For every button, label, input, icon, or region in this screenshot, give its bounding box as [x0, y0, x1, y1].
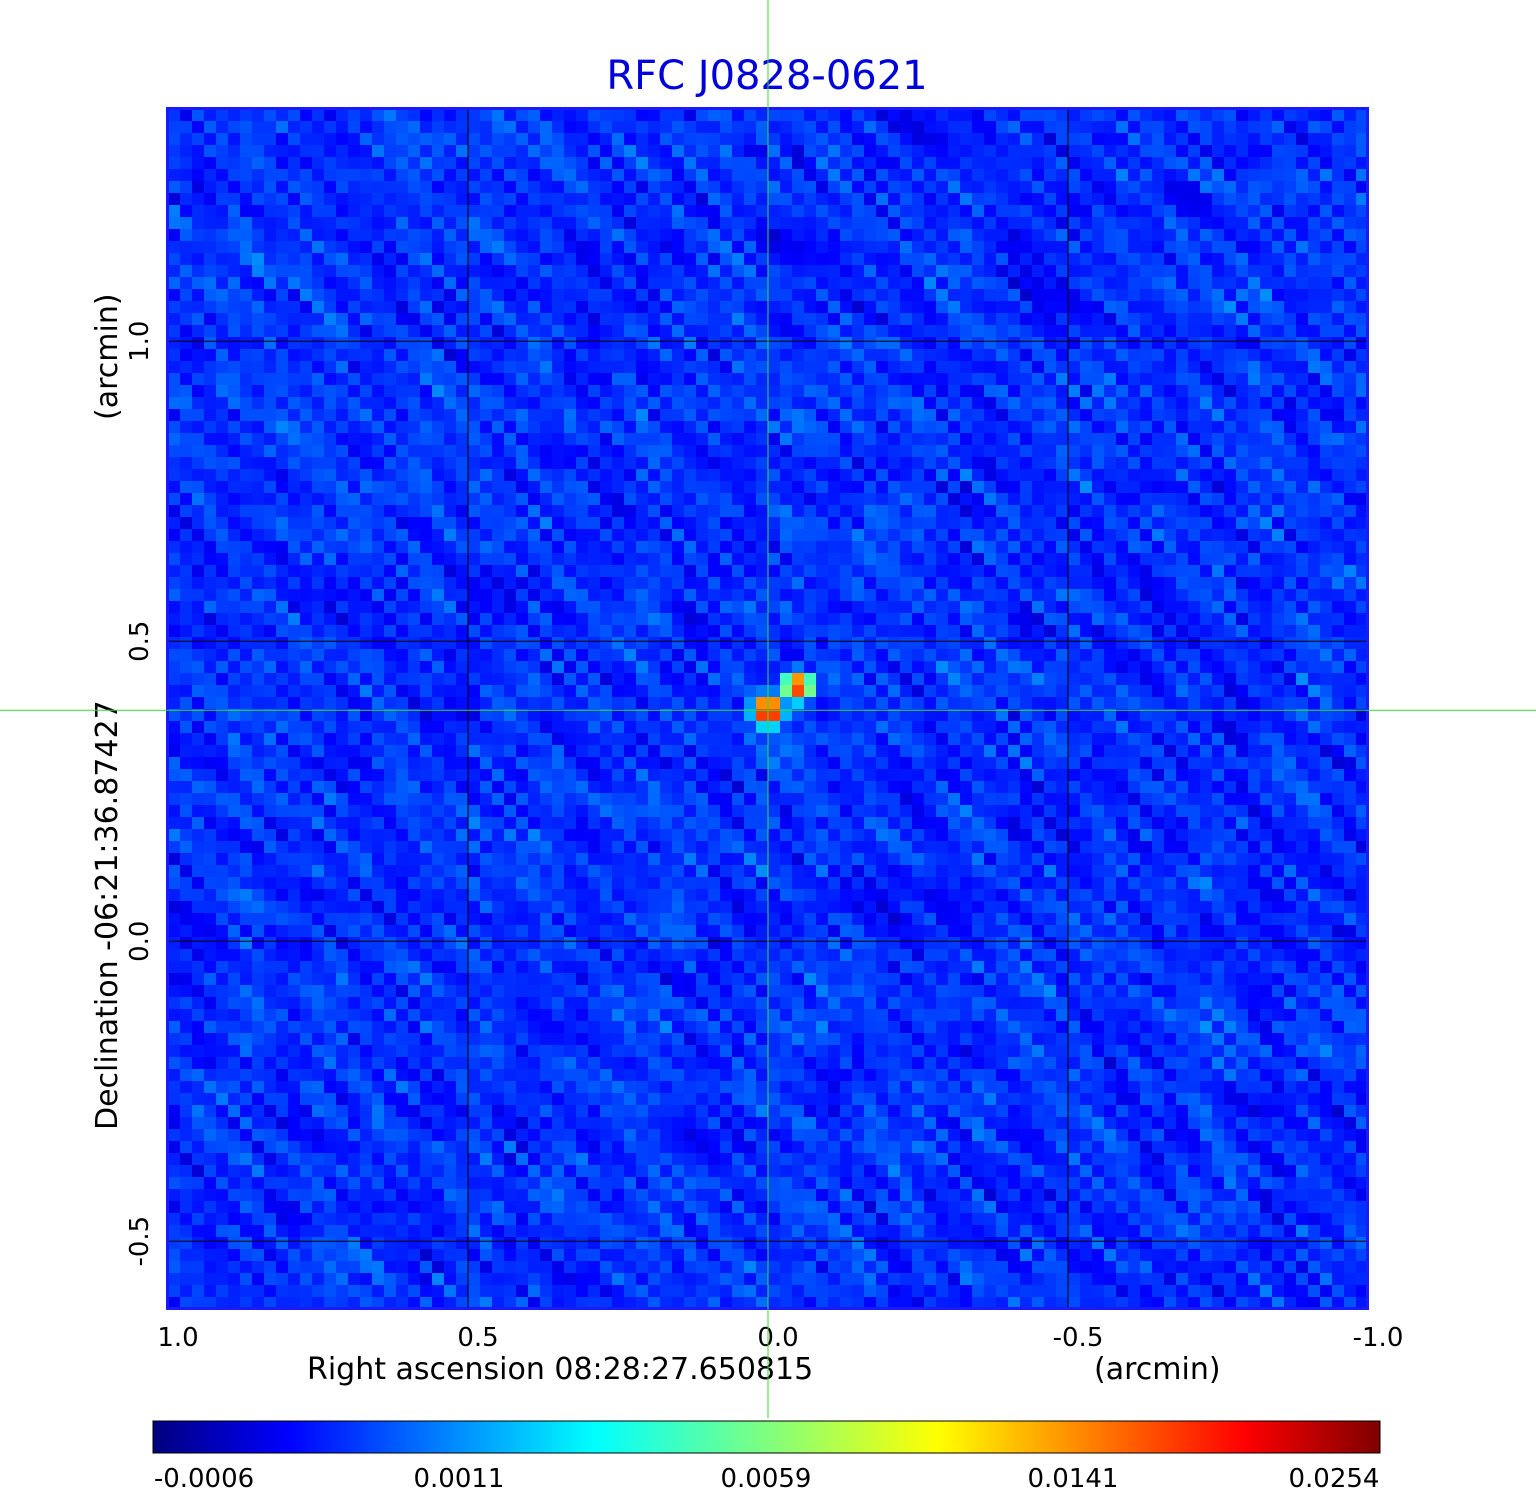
x-tick-label: 0.5 [457, 1323, 498, 1353]
y-tick-labels: -0.5 0.0 0.5 1.0 [125, 321, 155, 1267]
y-tick-label: 1.0 [125, 321, 155, 362]
x-axis-label: Right ascension 08:28:27.650815 [307, 1352, 813, 1387]
colorbar-tick-labels: -0.0006 0.0011 0.0059 0.0141 0.0254 [154, 1464, 1380, 1494]
y-tick-label: -0.5 [125, 1216, 155, 1267]
colorbar-tick-label: -0.0006 [154, 1464, 254, 1494]
crosshair [0, 0, 1536, 1418]
colorbar-tick-label: 0.0141 [1028, 1464, 1119, 1494]
x-tick-label: -1.0 [1353, 1323, 1404, 1353]
x-tick-label: 1.0 [157, 1323, 198, 1353]
x-axis-unit: (arcmin) [1094, 1352, 1221, 1387]
x-tick-labels: 1.0 0.5 0.0 -0.5 -1.0 [157, 1323, 1403, 1353]
colorbar-tick-label: 0.0254 [1289, 1464, 1380, 1494]
colorbar [152, 1420, 1381, 1454]
x-tick-label: 0.0 [757, 1323, 798, 1353]
y-tick-label: 0.5 [125, 621, 155, 662]
intensity-map [168, 109, 1369, 1310]
x-tick-label: -0.5 [1053, 1323, 1104, 1353]
colorbar-tick-label: 0.0059 [721, 1464, 812, 1494]
chart-title: RFC J0828-0621 [606, 53, 927, 99]
y-axis-label: Declination -06:21:36.87427 [90, 700, 125, 1130]
colorbar-tick-label: 0.0011 [414, 1464, 505, 1494]
y-tick-label: 0.0 [125, 921, 155, 962]
y-axis-unit: (arcmin) [90, 293, 125, 420]
